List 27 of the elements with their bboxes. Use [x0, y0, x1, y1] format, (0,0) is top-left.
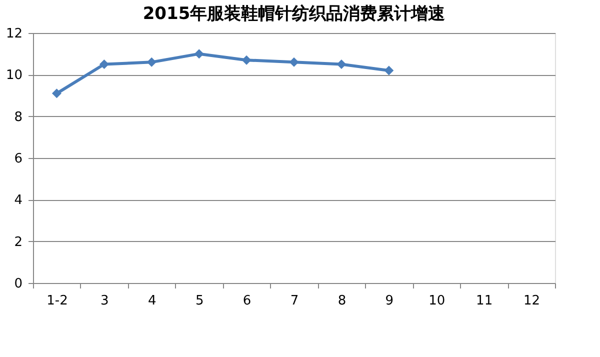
point: [52, 88, 62, 98]
y-tick-label: 6: [14, 152, 22, 166]
y-tick-label: 8: [14, 110, 22, 125]
point: [99, 60, 109, 69]
x-tick-label: 7: [290, 294, 299, 308]
point: [194, 49, 204, 59]
chart-title: 2015年服装鞋帽针纺织品消费累计增速: [142, 4, 446, 24]
point: [146, 57, 156, 67]
y-tick-label: 12: [6, 26, 22, 42]
point: [289, 57, 299, 67]
x-tick-label: 5: [195, 294, 204, 308]
x-tick-label: 11: [476, 294, 493, 308]
y-tick-label: 2: [14, 234, 22, 250]
point: [242, 55, 252, 65]
y-tick-label: 4: [14, 193, 22, 208]
x-tick-label: 9: [385, 294, 394, 308]
x-tick-label: 10: [428, 294, 446, 308]
x-tick-label: 8: [338, 294, 346, 308]
x-tick-label: 1-2: [46, 294, 68, 308]
point: [336, 60, 346, 69]
x-tick-label: 4: [148, 294, 156, 308]
y-tick-label: 10: [6, 68, 22, 84]
x-tick-label: 6: [242, 294, 252, 308]
x-tick-label: 12: [524, 294, 540, 308]
point: [384, 66, 394, 76]
x-tick-label: 3: [100, 294, 109, 308]
y-tick-label: 0: [14, 276, 22, 292]
